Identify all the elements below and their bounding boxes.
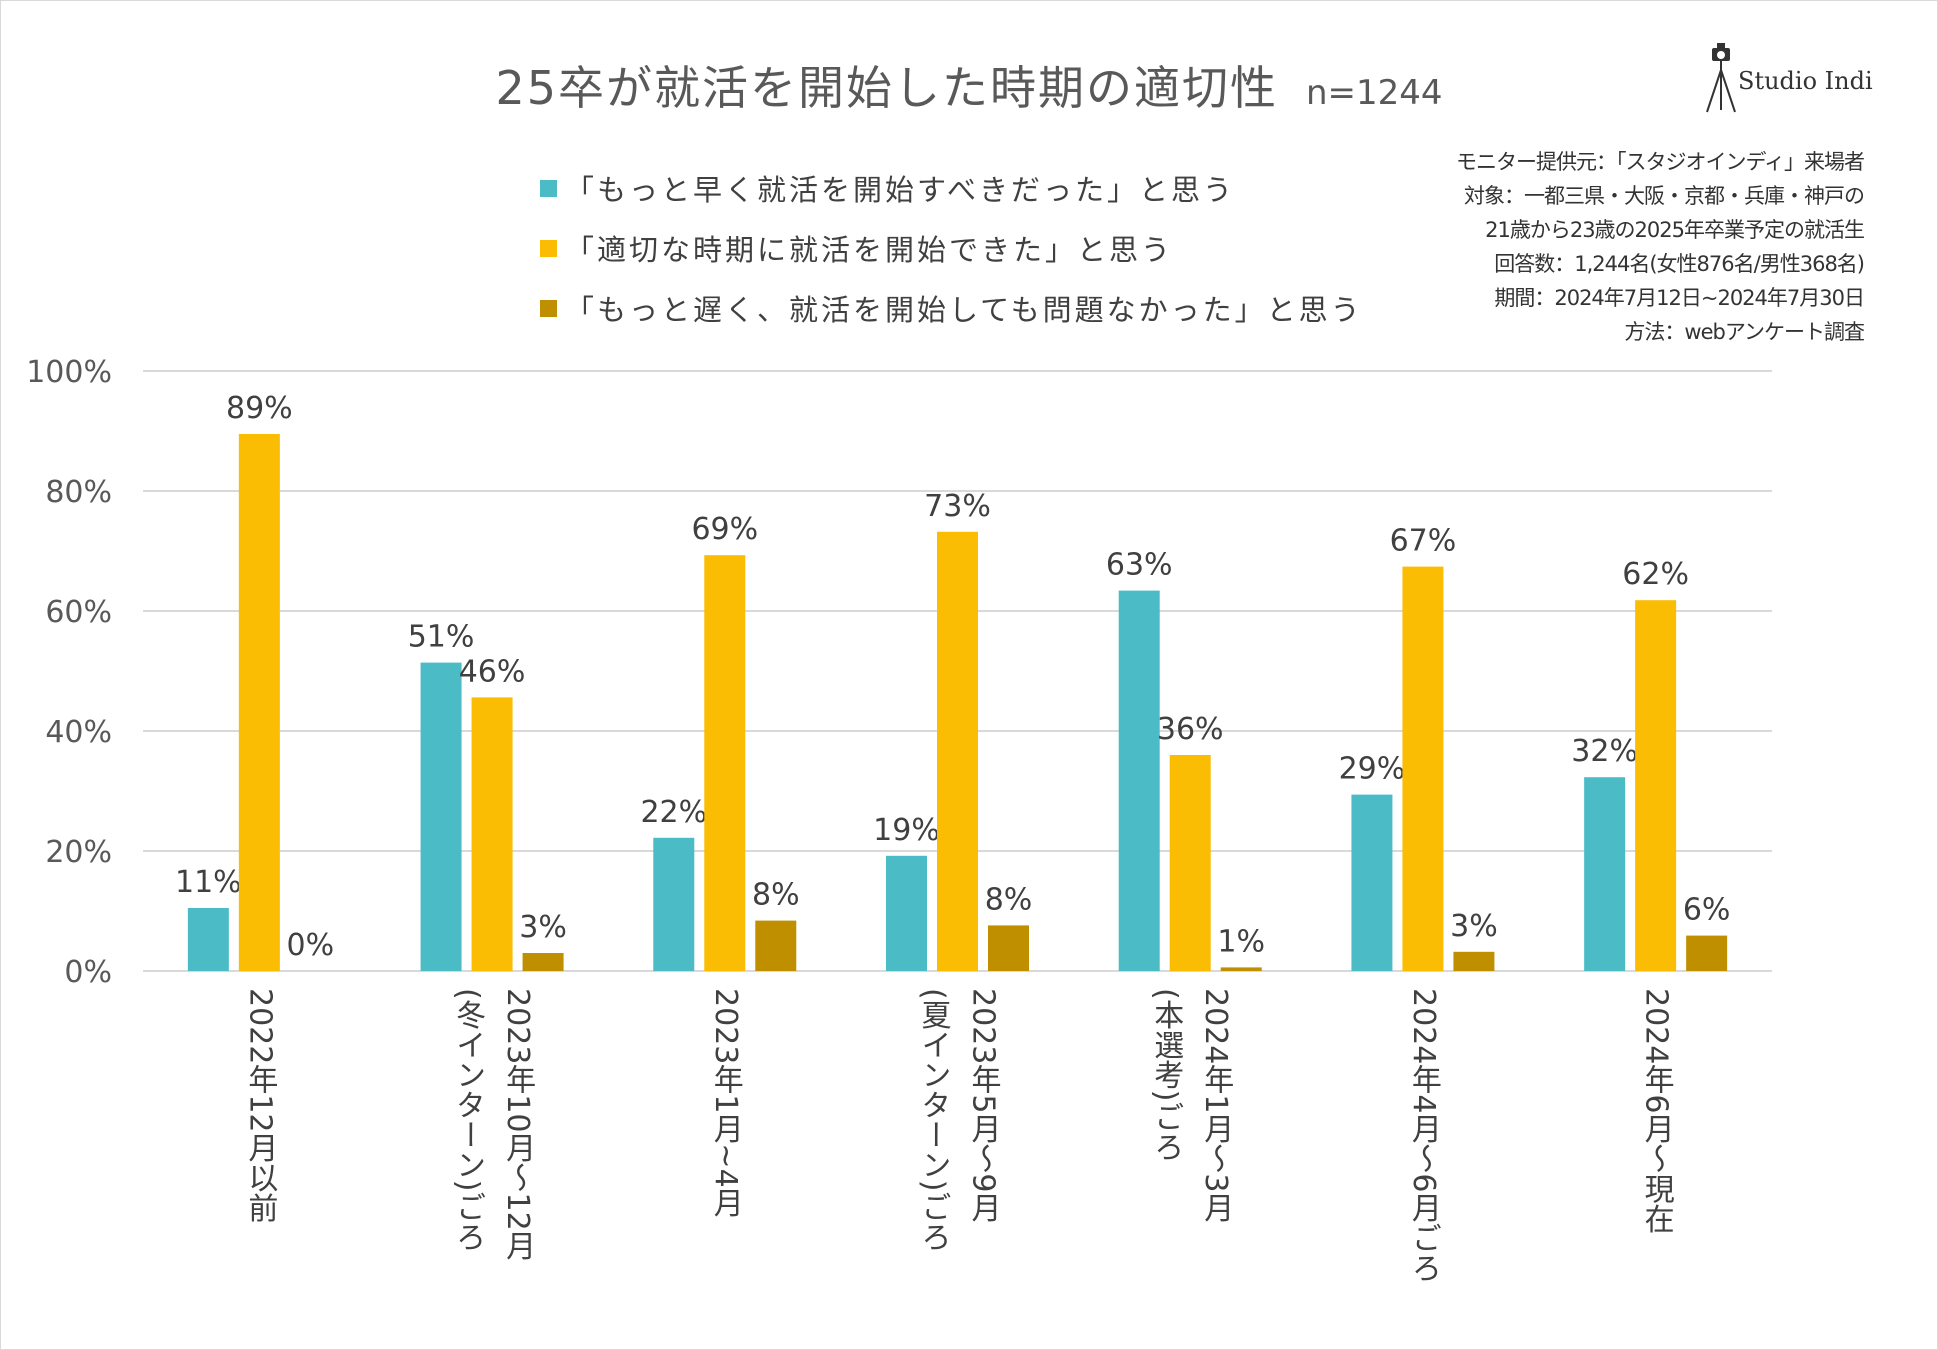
bar [1686,935,1728,971]
data-label: 19% [873,813,940,848]
chart-title: 25卒が就活を開始した時期の適切性 n=1244 [0,52,1938,118]
x-category-label: 2023年5月～9月 (夏インターン)ごろ [893,988,1023,1328]
data-label: 3% [519,910,567,945]
note-line: 期間：2024年7月12日~2024年7月30日 [1494,286,1865,310]
note-line: 21歳から23歳の2025年卒業予定の就活生 [1485,218,1865,242]
legend: 「もっと早く就活を開始すべきだった」と思う 「適切な時期に就活を開始できた」と思… [540,158,1363,338]
bar [1169,755,1211,971]
data-label: 67% [1390,524,1457,559]
bar [187,908,229,971]
x-category-label: 2022年12月以前 [194,988,324,1328]
bar [420,662,462,971]
x-category-label: 2024年4月～6月ごろ [1358,988,1488,1328]
data-label: 3% [1450,909,1498,944]
bar [1584,777,1626,971]
data-label: 36% [1157,712,1224,747]
data-label: 69% [691,512,758,547]
data-label: 8% [752,878,800,913]
y-tick-label: 40% [45,715,112,750]
data-label: 6% [1683,893,1731,928]
y-tick-label: 80% [45,475,112,510]
camera-tripod-icon [1706,43,1736,113]
data-label: 46% [459,654,526,689]
x-category-line: (夏インターン)ごろ [915,988,951,1252]
data-label: 0% [287,928,335,963]
legend-swatch-teal [540,179,557,197]
data-label: 73% [924,489,991,524]
x-category-label: 2024年1月～3月 (本選考)ごろ [1125,988,1255,1328]
bar [1635,600,1677,971]
bar [1220,967,1262,971]
x-category-line: 2024年6月～現在 [1638,988,1674,1234]
legend-label: 「もっと早く就活を開始すべきだった」と思う [565,173,1235,207]
legend-item-appropriate: 「適切な時期に就活を開始できた」と思う [540,218,1363,278]
bar [988,925,1029,971]
note-line: 回答数：1,244名(女性876名/男性368名) [1494,252,1865,276]
note-line: モニター提供元：「スタジオインディ」来場者 [1455,150,1865,174]
x-category-label: 2024年6月～現在 [1591,988,1721,1328]
bar [1351,794,1393,971]
y-tick-label: 60% [45,595,112,630]
legend-item-later: 「もっと遅く、就活を開始しても問題なかった」と思う [540,278,1363,338]
x-category-line: 2023年10月～12月 [500,988,536,1261]
bar [471,697,513,971]
note-line: 方法：webアンケート調査 [1624,320,1865,344]
x-category-label: 2023年1月~4月 [660,988,790,1328]
data-label: 63% [1106,548,1173,583]
bar [1118,590,1160,971]
y-tick-label: 0% [64,955,112,990]
bar [704,555,746,971]
data-label: 32% [1571,734,1638,769]
bar [1402,566,1444,971]
x-category-line: 2023年1月~4月 [707,988,743,1218]
data-label: 51% [408,620,475,655]
note-line: 対象：一都三県・大阪・京都・兵庫・神戸の [1464,184,1865,208]
bar [937,531,978,971]
y-tick-label: 20% [45,835,112,870]
data-label: 1% [1217,924,1265,959]
bar [522,953,564,971]
title-text: 25卒が就活を開始した時期の適切性 [495,61,1278,115]
legend-label: 「もっと遅く、就活を開始しても問題なかった」と思う [565,293,1363,327]
x-category-line: 2024年4月～6月ごろ [1405,988,1441,1283]
data-label: 89% [226,391,293,426]
x-category-line: 2022年12月以前 [242,988,278,1223]
bar [238,434,280,971]
brand-name: Studio Indi [1738,67,1873,95]
sample-size: n=1244 [1305,73,1443,113]
bar [1453,951,1495,971]
legend-label: 「適切な時期に就活を開始できた」と思う [565,233,1174,267]
x-category-line: (冬インターン)ごろ [450,988,486,1252]
x-category-line: 2023年5月～9月 [965,988,1001,1223]
x-category-line: (本選考)ごろ [1148,988,1184,1162]
legend-item-earlier: 「もっと早く就活を開始すべきだった」と思う [540,158,1363,218]
x-category-label: 2023年10月～12月 (冬インターン)ごろ [427,988,557,1328]
data-label: 8% [985,882,1033,917]
data-label: 29% [1339,752,1406,787]
bar [653,837,695,971]
data-label: 11% [175,865,242,900]
data-label: 62% [1622,557,1689,592]
x-category-line: 2024年1月～3月 [1198,988,1234,1223]
bar [886,855,927,971]
bar [755,920,797,971]
data-label: 22% [640,795,707,830]
y-tick-label: 100% [26,355,112,390]
survey-notes: モニター提供元：「スタジオインディ」来場者 対象：一都三県・大阪・京都・兵庫・神… [1455,145,1865,349]
legend-swatch-gold [540,299,557,317]
legend-swatch-yellow [540,239,557,257]
